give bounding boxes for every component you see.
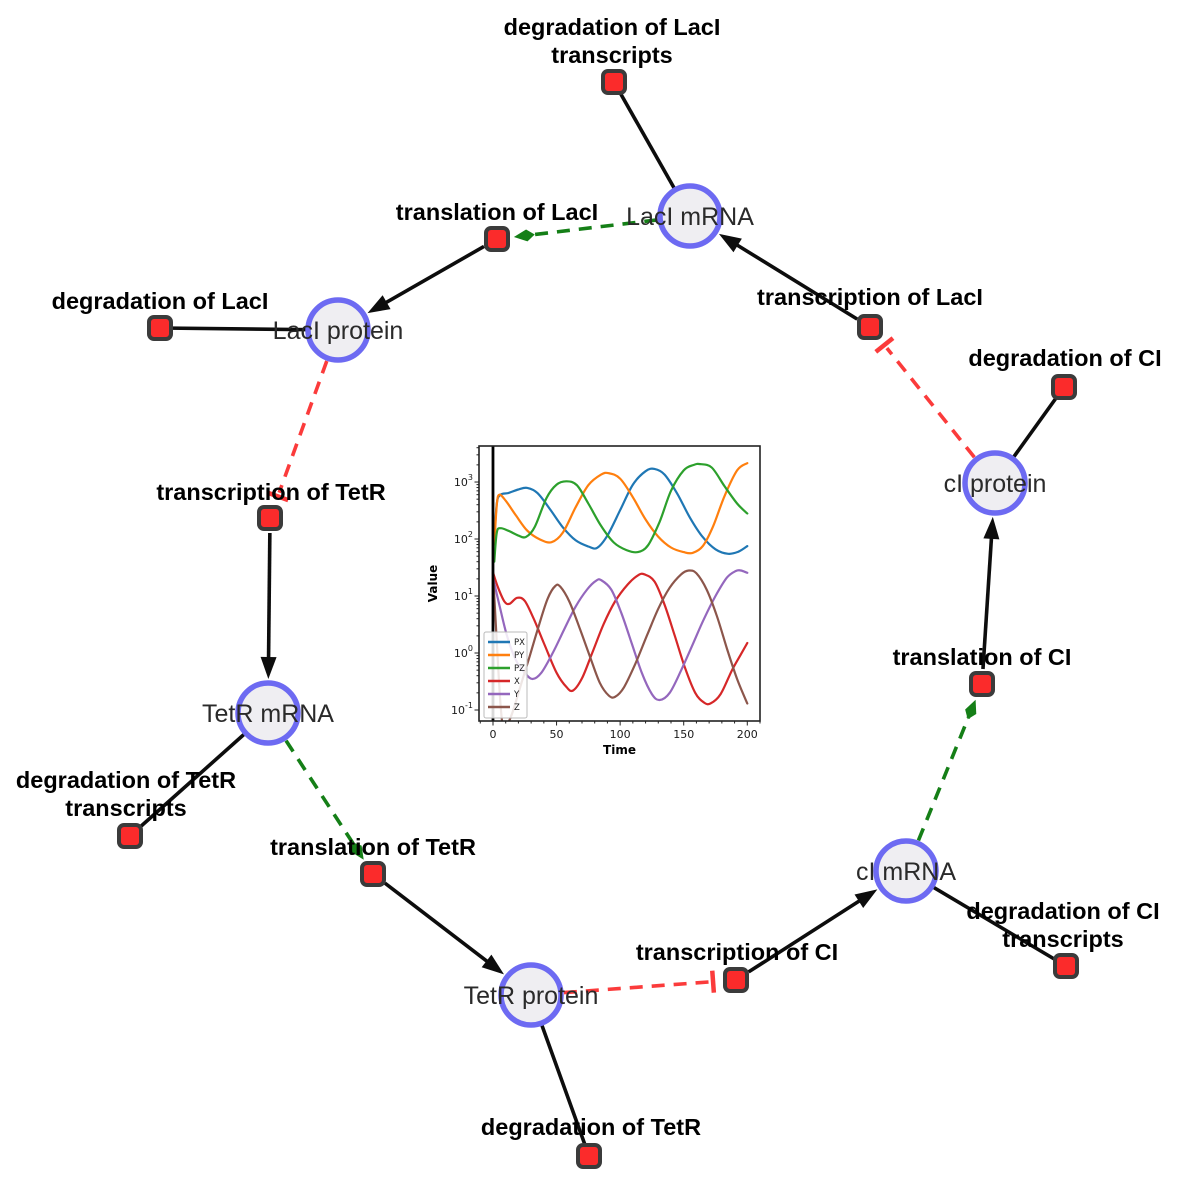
reaction-node-transc_laci[interactable]: [857, 314, 883, 340]
series-line-PY: [493, 462, 749, 555]
x-tick-label: 0: [489, 728, 496, 741]
x-axis-label: Time: [603, 743, 636, 757]
x-tick-label: 100: [610, 728, 631, 741]
series-line-Y: [491, 569, 749, 702]
reaction-label-transc_tetr: transcription of TetR: [156, 479, 385, 505]
reaction-label-deg_ci: degradation of CI: [968, 345, 1161, 371]
chart-background: [425, 430, 775, 770]
reaction-label-deg_ci_tx: transcripts: [1002, 926, 1123, 952]
reaction-label-transl_laci: translation of LacI: [396, 199, 598, 225]
edge-inhibition-tetr_protein-transc_ci: [563, 980, 710, 995]
edge-arrow-transc_ci-ci_mrna: [747, 896, 865, 974]
edge-arrow-transc_tetr-tetr_mrna-arrowhead: [260, 656, 277, 680]
reaction-label-transl_tetr: translation of TetR: [270, 834, 476, 860]
edge-modifier-tetr_mrna-transl_tetr: [284, 739, 356, 846]
reaction-node-transc_ci[interactable]: [723, 967, 749, 993]
legend-label-Y: Y: [513, 690, 520, 700]
species-node-laci_mrna[interactable]: [657, 183, 723, 249]
species-label-tetr_mrna: TetR mRNA: [202, 700, 334, 728]
reaction-label-deg_ci_tx: degradation of CI: [966, 898, 1159, 924]
reaction-label-deg_tetr_tx: transcripts: [65, 795, 186, 821]
reaction-node-transl_ci[interactable]: [969, 671, 995, 697]
edge-inhibition-laci_protein-transc_tetr: [277, 360, 329, 494]
edge-arrow-transc_tetr-tetr_mrna: [266, 532, 272, 664]
edge-arrow-transl_laci-laci_protein-arrowhead: [367, 295, 391, 314]
legend-label-PY: PY: [514, 651, 525, 661]
species-label-laci_mrna: LacI mRNA: [626, 203, 754, 231]
y-tick-label: 100: [454, 644, 473, 660]
species-node-tetr_mrna[interactable]: [235, 680, 301, 746]
legend-label-Z: Z: [514, 703, 520, 713]
reaction-node-deg_tetr[interactable]: [576, 1143, 602, 1169]
reaction-label-transc_ci: transcription of CI: [636, 939, 838, 965]
species-label-laci_protein: LacI protein: [273, 317, 404, 345]
species-node-laci_protein[interactable]: [305, 297, 371, 363]
edge-inhibition-laci_protein-transc_tetr-tbar: [266, 490, 289, 503]
x-tick-label: 50: [550, 728, 564, 741]
reaction-node-transl_laci[interactable]: [484, 226, 510, 252]
reaction-label-deg_laci_tx: transcripts: [551, 42, 672, 68]
series-line-Z: [491, 569, 749, 721]
reaction-label-deg_laci_tx: degradation of LacI: [504, 14, 721, 40]
legend-label-PX: PX: [514, 638, 525, 648]
labels-layer: degradation of LacItranscriptstranslatio…: [16, 14, 1162, 1140]
y-tick-label: 103: [454, 473, 473, 489]
chart-legend: PX PY PZ XYZ: [483, 631, 528, 719]
reaction-node-transl_tetr[interactable]: [360, 861, 386, 887]
edge-inhibition-tetr_protein-transc_ci-tbar: [710, 970, 717, 993]
legend-box: [483, 631, 528, 719]
reaction-label-deg_tetr: degradation of TetR: [481, 1114, 701, 1140]
reaction-label-deg_laci: degradation of LacI: [52, 288, 269, 314]
series-line-X: [491, 571, 749, 706]
x-tick-label: 200: [737, 728, 758, 741]
edge-arrow-transl_laci-laci_protein: [380, 244, 485, 307]
series-line-PZ: [493, 462, 749, 563]
edge-inhibition-ci_protein-transc_laci: [885, 346, 976, 459]
species-node-tetr_protein[interactable]: [498, 962, 564, 1028]
edge-modifier-laci_mrna-transl_laci-arrowhead: [513, 229, 535, 242]
y-tick-label: 10-1: [451, 701, 473, 717]
species-node-ci_mrna[interactable]: [873, 838, 939, 904]
edge-arrow-transl_ci-ci_protein: [981, 532, 994, 670]
species-node-ci_protein[interactable]: [962, 450, 1028, 516]
edge-inhibition-ci_protein-transc_laci-tbar: [874, 336, 895, 354]
y-tick-label: 102: [454, 530, 473, 546]
edge-arrow-transc_laci-laci_mrna: [731, 240, 859, 321]
species-label-tetr_protein: TetR protein: [464, 982, 599, 1010]
reaction-node-deg_ci_tx[interactable]: [1053, 953, 1079, 979]
series-layer: [491, 462, 749, 721]
legend-label-X: X: [514, 677, 520, 687]
x-tick-label: 150: [673, 728, 694, 741]
edge-arrow-transc_laci-laci_mrna-arrowhead: [718, 233, 742, 253]
plot-frame: [478, 445, 761, 722]
reaction-label-transl_ci: translation of CI: [893, 644, 1072, 670]
nodes-layer: [117, 69, 1079, 1169]
reaction-label-transc_laci: transcription of LacI: [757, 284, 983, 310]
reaction-node-deg_tetr_tx[interactable]: [117, 823, 143, 849]
species-label-ci_protein: cI protein: [944, 470, 1047, 498]
edge-arrow-transl_ci-ci_protein-arrowhead: [983, 516, 1000, 540]
reaction-node-transc_tetr[interactable]: [257, 505, 283, 531]
reaction-node-deg_laci[interactable]: [147, 315, 173, 341]
legend-label-PZ: PZ: [514, 664, 525, 674]
species-label-ci_mrna: cI mRNA: [856, 858, 956, 886]
edge-arrow-transl_tetr-tetr_protein: [383, 881, 493, 967]
edge-modifier-ci_mrna-transl_ci-arrowhead: [965, 699, 977, 720]
y-tick-label: 101: [454, 587, 473, 603]
reaction-node-deg_laci_tx[interactable]: [601, 69, 627, 95]
y-axis-label: Value: [426, 565, 440, 603]
edge-arrow-transl_tetr-tetr_protein-arrowhead: [481, 954, 505, 975]
edge-modifier-ci_mrna-transl_ci: [916, 715, 971, 842]
reaction-label-deg_tetr_tx: degradation of TetR: [16, 767, 236, 793]
edge-modifier-tetr_mrna-transl_tetr-arrowhead: [351, 842, 364, 860]
reaction-node-deg_ci[interactable]: [1051, 374, 1077, 400]
edge-arrow-transc_ci-ci_mrna-arrowhead: [854, 889, 878, 908]
